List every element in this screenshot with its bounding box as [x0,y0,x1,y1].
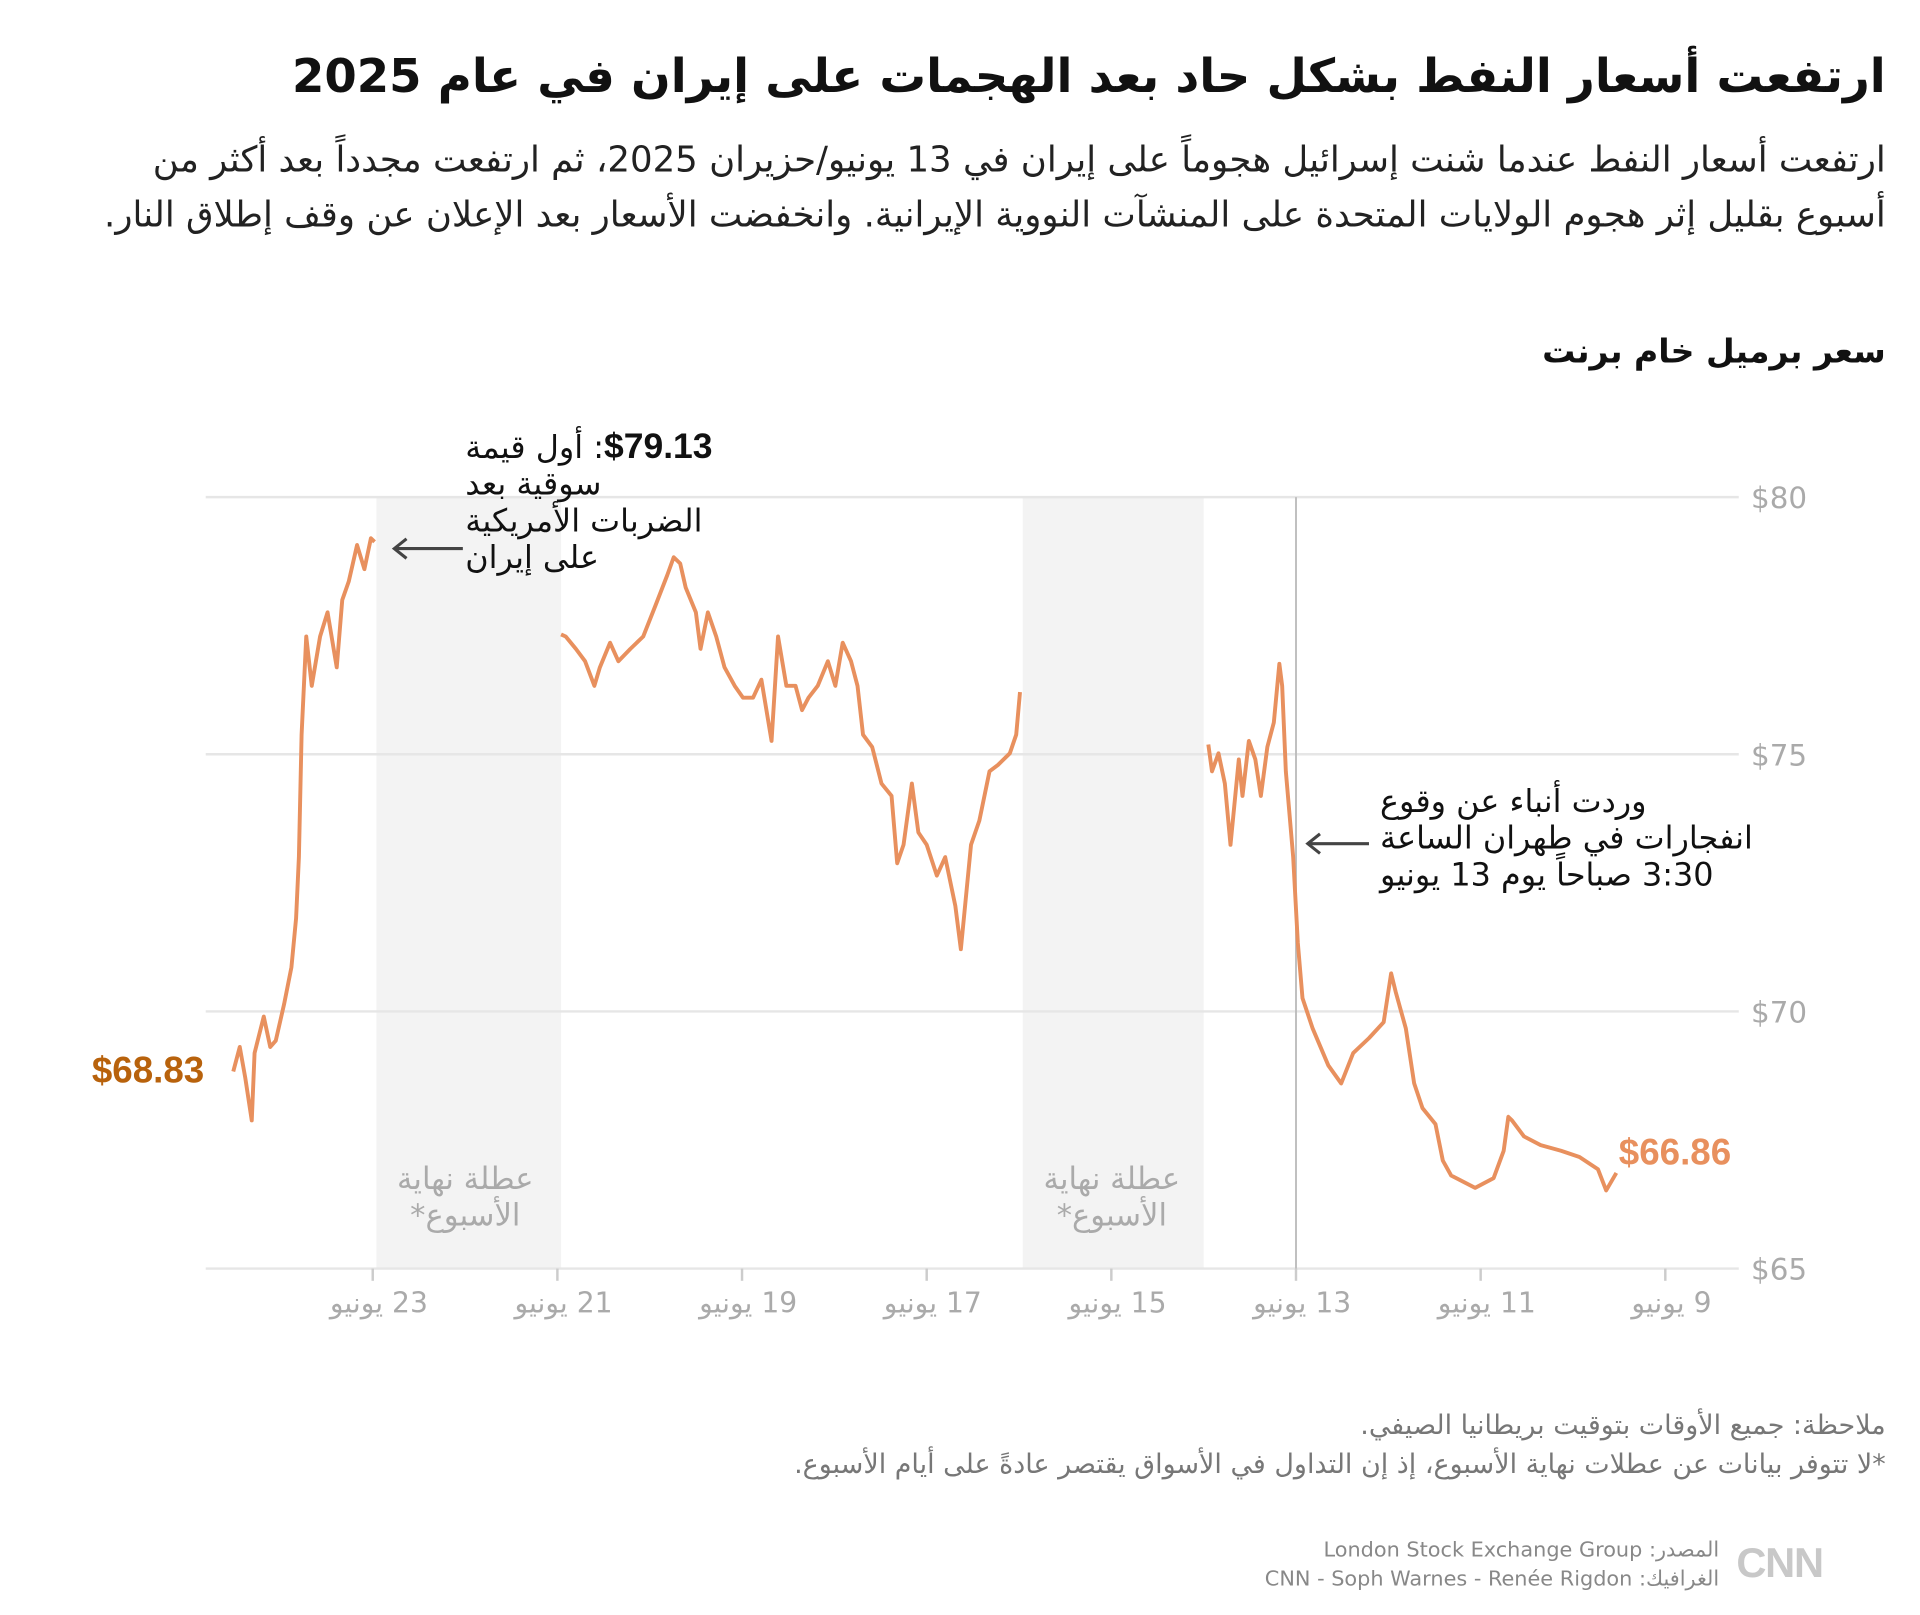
source-line: المصدر: London Stock Exchange Group [1323,1537,1720,1563]
x-tick-label: 21 يونيو [512,1287,612,1320]
subtitle: ارتفعت أسعار النفط عندما شنت إسرائيل هجو… [104,138,1886,236]
peak-text: على إيران [465,540,600,577]
start-price-label: $66.86 [1618,1132,1732,1174]
x-tick-label: 11 يونيو [1436,1287,1536,1320]
annotation-arrows [391,537,1369,855]
tehran-text: 3:30 صباحاً يوم 13 يونيو [1380,857,1714,894]
peak-text: : أول قيمة [465,429,604,467]
note-line: ملاحظة: جميع الأوقات بتوقيت بريطانيا الص… [1360,1410,1886,1442]
x-tick-label: 13 يونيو [1251,1287,1351,1320]
y-tick-label: $75 [1751,738,1807,772]
peak-text: الضربات الأمريكية [465,503,703,541]
price-line-segment [231,536,376,1123]
weekend-label: عطلة نهاية الأسبوع* [989,1161,1234,1234]
x-tick-label: 23 يونيو [328,1287,428,1320]
cnn-arabic-logo: CNN [1736,1540,1824,1587]
weekend-label-line: الأسبوع* [1056,1197,1167,1234]
peak-value: $79.13 [603,427,713,467]
weekend-label-line: عطلة نهاية [397,1160,534,1197]
tehran-text: انفجارات في طهران الساعة [1380,820,1753,858]
y-tick-label: $80 [1751,481,1807,515]
chart-label: سعر برميل خام برنت [1542,333,1886,372]
x-tick-label: 19 يونيو [697,1287,797,1320]
x-tick-label: 15 يونيو [1066,1287,1166,1320]
peak-annotation: $79.13: أول قيمة سوقية بعد الضربات الأمر… [465,429,712,577]
y-tick-label: $70 [1751,995,1807,1029]
tehran-text: وردت أنباء عن وقوع [1380,783,1647,821]
credit-line: الغرافيك: CNN - Soph Warnes - Renée Rigd… [1264,1567,1720,1592]
tehran-arrowhead [1305,832,1321,855]
weekend-label-line: عطلة نهاية [1043,1160,1181,1197]
weekend-label-line: الأسبوع* [410,1197,521,1234]
tehran-annotation: وردت أنباء عن وقوع انفجارات في طهران الس… [1380,784,1753,894]
note-line: *لا تتوفر بيانات عن عطلات نهاية الأسبوع،… [794,1449,1886,1481]
price-line-segment [1206,661,1619,1193]
end-price-label: $68.83 [91,1050,205,1092]
weekend-band [1022,497,1204,1269]
peak-arrowhead [391,537,408,560]
weekend-label: عطلة نهاية الأسبوع* [343,1161,588,1234]
peak-text: سوقية بعد [465,466,602,504]
x-tick-label: 9 يونيو [1629,1287,1711,1320]
price-line-segment [560,555,1022,952]
x-tick-label: 17 يونيو [882,1287,982,1320]
page-title: ارتفعت أسعار النفط بشكل حاد بعد الهجمات … [292,48,1886,103]
y-tick-label: $65 [1751,1253,1807,1287]
weekend-band [376,497,562,1269]
